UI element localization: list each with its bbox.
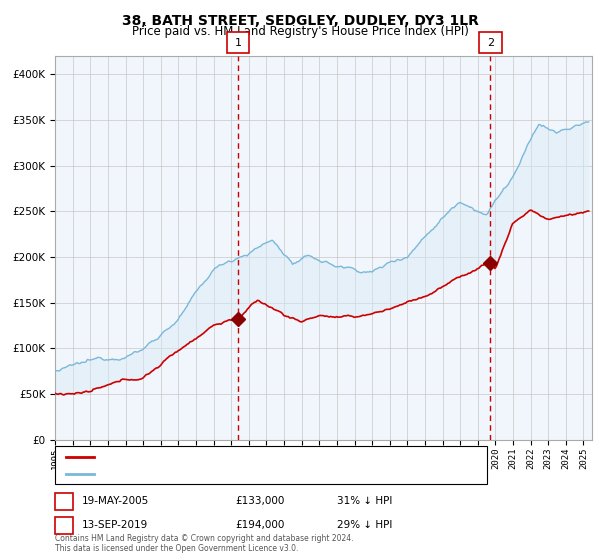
Text: 38, BATH STREET, SEDGLEY, DUDLEY, DY3 1LR (detached house): 38, BATH STREET, SEDGLEY, DUDLEY, DY3 1L… [98,452,416,462]
Text: 31% ↓ HPI: 31% ↓ HPI [337,496,392,506]
Text: £194,000: £194,000 [235,520,284,530]
Text: 19-MAY-2005: 19-MAY-2005 [82,496,149,506]
Text: Contains HM Land Registry data © Crown copyright and database right 2024.
This d: Contains HM Land Registry data © Crown c… [55,534,354,553]
Text: £133,000: £133,000 [235,496,284,506]
Text: Price paid vs. HM Land Registry's House Price Index (HPI): Price paid vs. HM Land Registry's House … [131,25,469,38]
Text: 1: 1 [61,496,68,506]
Text: 2: 2 [61,520,68,530]
Text: 2: 2 [487,38,494,48]
Text: HPI: Average price, detached house, Dudley: HPI: Average price, detached house, Dudl… [98,469,314,479]
Text: 38, BATH STREET, SEDGLEY, DUDLEY, DY3 1LR: 38, BATH STREET, SEDGLEY, DUDLEY, DY3 1L… [122,14,478,28]
Text: 29% ↓ HPI: 29% ↓ HPI [337,520,392,530]
Text: 1: 1 [235,38,241,48]
Text: 13-SEP-2019: 13-SEP-2019 [82,520,148,530]
